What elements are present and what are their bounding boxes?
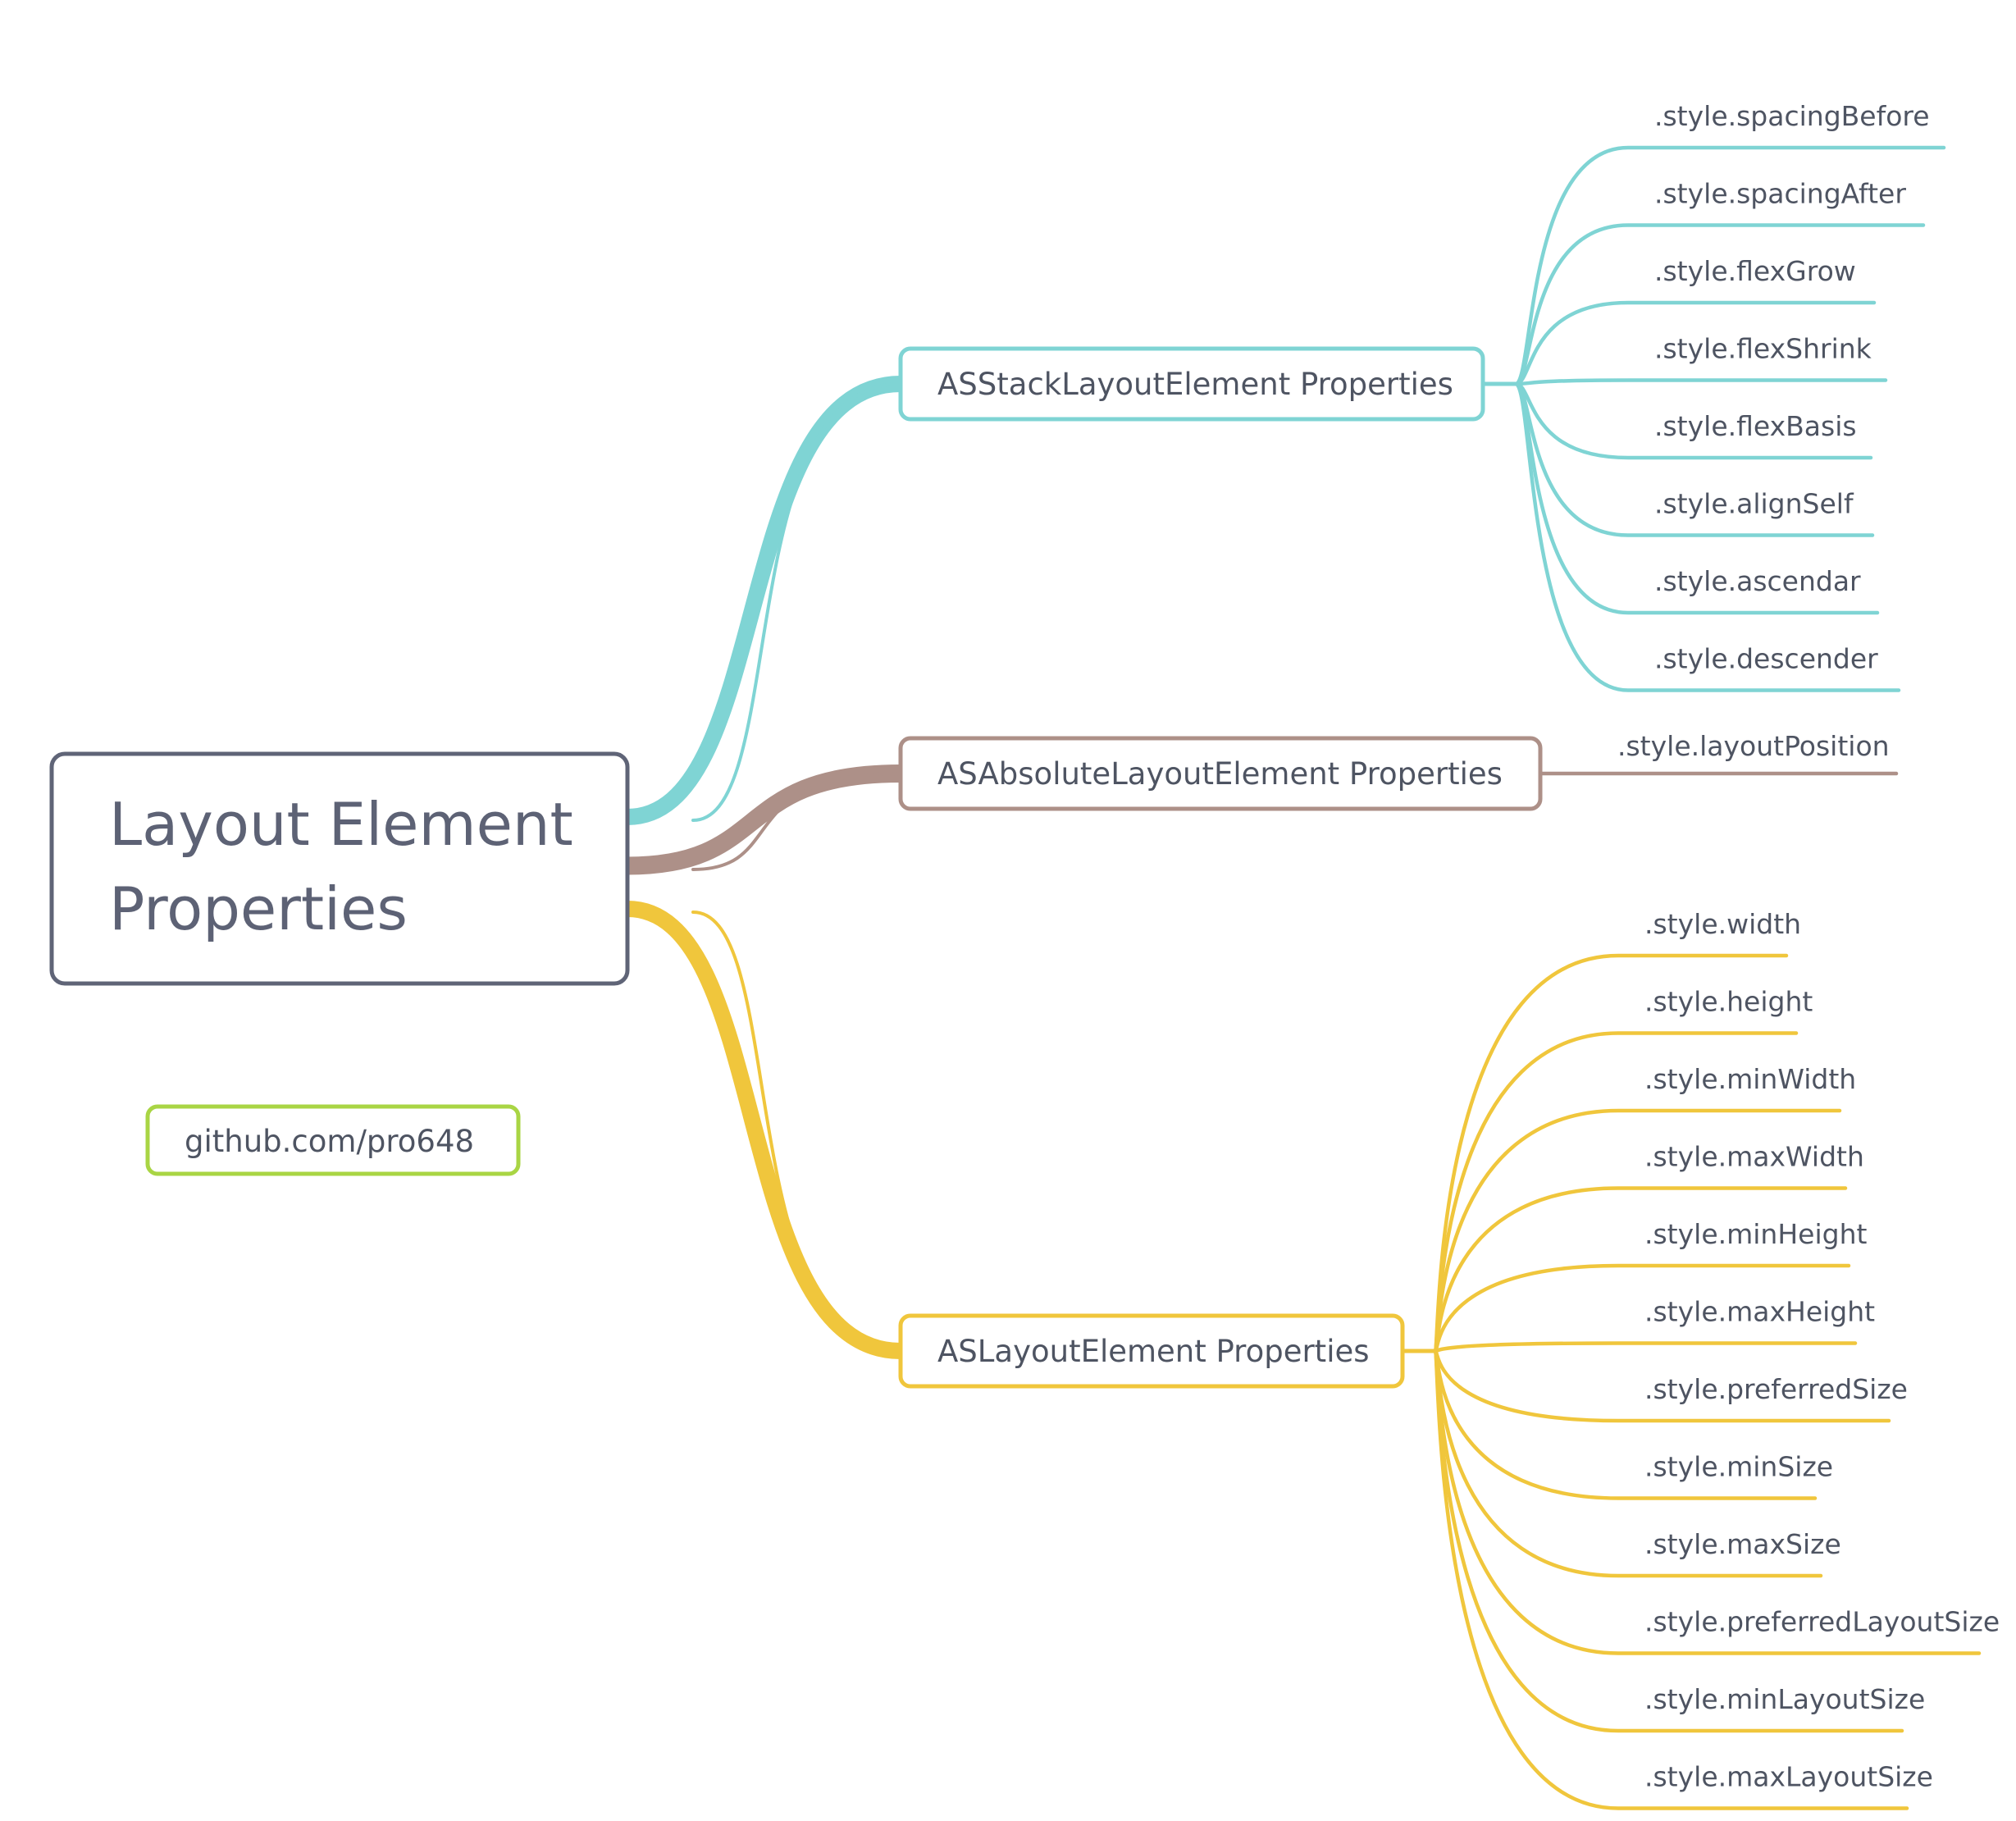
leaf-layout-item[interactable]: .style.height [1644,986,1813,1018]
leaf-layout-item[interactable]: .style.minHeight [1644,1218,1867,1250]
branch-node-stack-box [898,346,1485,422]
branch-node-stack-label: ASStackLayoutElement Properties [937,367,1453,402]
leaf-layout-item[interactable]: .style.minLayoutSize [1644,1683,1925,1715]
connector-layout-leaf [1400,1263,1851,1353]
leaf-stack-item[interactable]: .style.spacingBefore [1654,100,1930,132]
branch-node-layout-label: ASLayoutElement Properties [937,1334,1370,1369]
connector-root-to-absolute-taper [691,772,902,871]
connector-stack-leaf [1480,381,1901,692]
leaf-absolute-item[interactable]: .style.layoutPosition [1617,730,1890,762]
leaf-layout-item[interactable]: .style.minSize [1644,1451,1833,1483]
nodes-layer: Layout Element Properties github.com/pro… [49,100,2000,1793]
leaf-stack-item[interactable]: .style.flexBasis [1654,410,1857,442]
root-title-line-1: Layout Element [109,790,573,859]
leaf-stack-item[interactable]: .style.spacingAfter [1654,178,1906,210]
leaf-layout-item[interactable]: .style.maxWidth [1644,1141,1864,1173]
connector-root-to-stack-taper [691,382,902,822]
connector-root-to-layout [619,901,909,1359]
connector-layout-leaf [1400,1341,1858,1353]
github-note-label: github.com/pro648 [185,1124,474,1159]
leaf-stack-item[interactable]: .style.alignSelf [1654,488,1854,520]
leaf-stack-item[interactable]: .style.ascendar [1654,565,1861,597]
github-note[interactable]: github.com/pro648 [145,1104,521,1176]
connector-root-to-layout-taper [691,910,902,1353]
branch-node-absolute-label: ASAbsoluteLayoutElement Properties [937,756,1503,792]
leaf-layout-item[interactable]: .style.maxSize [1644,1528,1841,1560]
connector-root-to-stack [619,376,909,825]
leaf-layout-item[interactable]: .style.preferredLayoutSize [1644,1606,2000,1638]
leaf-layout-item[interactable]: .style.maxHeight [1644,1296,1875,1328]
leaf-layout-item[interactable]: .style.maxLayoutSize [1644,1761,1933,1793]
leaf-stack-item[interactable]: .style.flexGrow [1654,255,1856,287]
connector-layout-leaf [1400,1349,1909,1810]
leaf-layout-item[interactable]: .style.minWidth [1644,1063,1856,1095]
branch-node-absolute[interactable]: ASAbsoluteLayoutElement Properties [898,736,1543,811]
branch-node-layout-box [898,1313,1405,1389]
connectors-layer [618,145,1982,1810]
branch-node-layout[interactable]: ASLayoutElement Properties [898,1313,1405,1389]
root-node-box [49,751,630,986]
root-title-line-2: Properties [109,874,408,943]
branch-node-absolute-box [898,736,1543,811]
leaf-layout-item[interactable]: .style.width [1644,908,1801,940]
connector-stack-leaf [1480,378,1888,386]
leaf-stack-item[interactable]: .style.flexShrink [1654,333,1872,365]
branch-node-stack[interactable]: ASStackLayoutElement Properties [898,346,1485,422]
root-node[interactable]: Layout Element Properties [49,751,630,986]
connector-root-to-absolute [618,764,910,875]
leaf-layout-item[interactable]: .style.preferredSize [1644,1373,1908,1405]
github-note-box [145,1104,521,1176]
leaf-stack-item[interactable]: .style.descender [1654,643,1878,675]
